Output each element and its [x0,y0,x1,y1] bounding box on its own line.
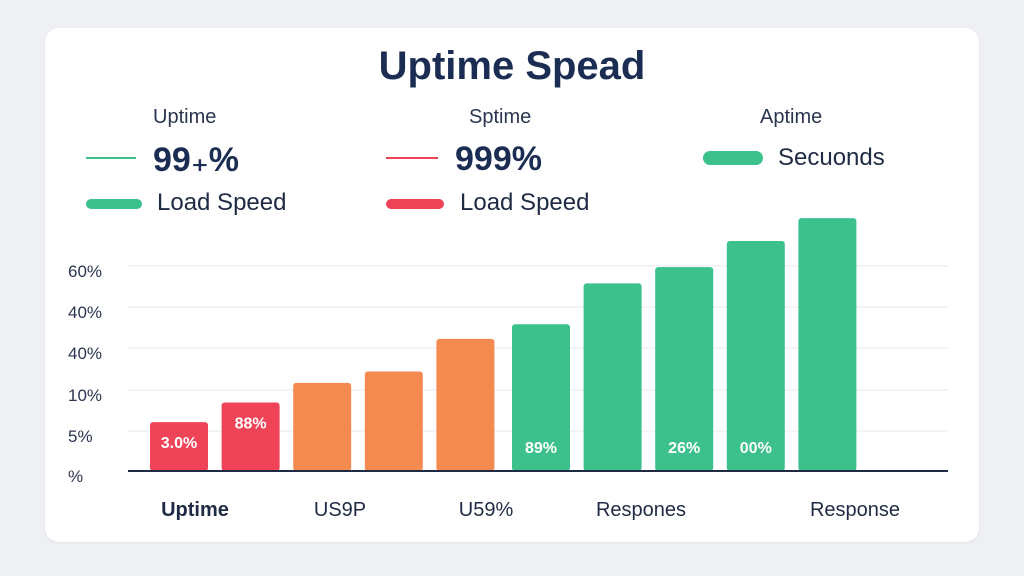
legend-swatch-seconds [703,151,763,165]
legend-swatch-green [86,199,142,209]
legend-item-seconds: Secuonds [778,144,885,171]
chart-title: Uptime Spead [378,44,646,88]
bar-data-label: 88% [235,415,267,432]
legend-line-red [386,157,438,159]
x-tick-label: Uptime [161,499,229,521]
y-tick-label: 10% [68,386,102,405]
stat-aptime-label: Aptime [760,106,823,128]
x-tick-label: Respones [596,499,686,521]
y-tick-label: 40% [68,303,102,322]
bar [150,422,208,471]
y-tick-label: 60% [68,262,102,281]
x-tick-label: U59% [459,499,514,521]
bar [512,324,570,471]
stat-sptime-label: Sptime [469,106,532,128]
bar [583,283,642,471]
y-tick-label: % [68,467,83,486]
legend-line-green [86,157,136,159]
y-tick-label: 40% [68,344,102,363]
stat-uptime-label: Uptime [153,106,217,128]
bar [655,267,714,471]
bar [436,338,495,471]
bar-data-label: 00% [740,440,772,457]
legend-item-load-speed-green: Load Speed [157,189,287,216]
legend-item-load-speed-red: Load Speed [460,189,590,216]
bar [726,240,785,471]
bar-data-label: 3.0% [161,435,197,452]
stat-sptime-value: 999% [455,140,542,178]
y-tick-label: 5% [68,427,93,446]
bar [293,382,352,471]
legend-swatch-red [386,199,444,209]
bar-data-label: 26% [668,440,700,457]
x-tick-label: Response [810,499,900,521]
bar [364,371,423,471]
stat-uptime-value: 99₊% [153,141,239,179]
bar [798,218,857,471]
bar [221,402,280,471]
bar-data-label: 89% [525,440,557,457]
x-tick-label: US9P [314,499,366,521]
